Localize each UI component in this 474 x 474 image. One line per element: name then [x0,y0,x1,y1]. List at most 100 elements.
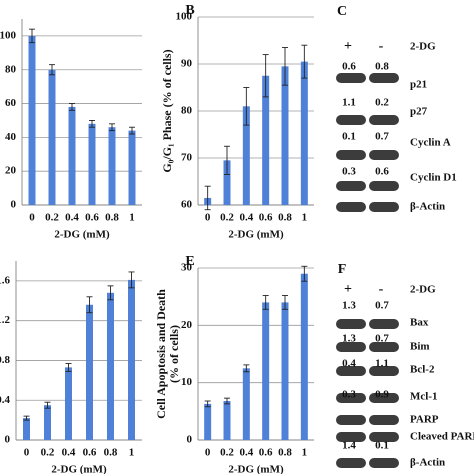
densitometry-value: 1.4 [342,440,356,452]
y-tick-label: 1.6 [0,274,11,286]
y-tick-label: 20 [181,319,193,331]
x-tick-label: 0.4 [239,447,253,459]
blot-band [369,415,399,425]
bar [223,160,231,205]
error-bar [243,364,250,373]
x-tick-label: 0.2 [45,212,59,224]
x-tick-label: 1 [302,447,308,459]
bar [242,106,250,205]
y-tick-label: 0.4 [0,394,11,406]
blot-band [336,415,366,425]
y-tick-label: 20 [5,165,17,177]
densitometry-value: 0.4 [342,358,356,370]
y-tick-label: 100 [0,29,17,41]
bar [128,130,136,205]
x-tick-label: 0.8 [278,212,292,224]
densitometry-value: 0.1 [375,440,389,452]
lane-label: - [379,39,384,54]
bar [23,418,30,440]
x-axis-label: 2-DG (mM) [54,229,110,241]
bar [300,61,308,206]
y-tick-label: 1.2 [0,314,11,326]
x-tick-label: 0 [205,212,211,224]
blot-band [369,432,399,442]
x-tick-label: 0.6 [259,447,273,459]
error-bar [129,126,135,135]
x-axis-label: 2-DG (mM) [228,229,284,241]
y-tick-label: 0 [5,434,11,446]
y-tick-label: 0.8 [0,354,11,366]
blot-band [369,342,399,352]
bar [300,273,308,440]
row-label: Cyclin A [410,137,451,149]
blot-band [336,319,366,329]
lane-label: - [379,282,384,297]
y-tick-label: 0 [11,199,17,211]
bar [68,106,76,205]
densitometry-value: 0.7 [375,131,389,143]
y-tick-label: 90 [181,58,193,70]
error-bar [262,295,269,310]
densitometry-value: 0.3 [342,389,356,401]
x-tick-label: 0.8 [278,447,292,459]
blot-band [336,150,366,160]
row-label: β-Actin [410,457,445,469]
error-bar [86,296,93,314]
densitometry-value: 0.7 [375,300,389,312]
x-tick-label: 0.2 [41,447,55,459]
bar [86,304,93,440]
densitometry-value: 0.3 [342,166,356,178]
y-tick-label: 80 [5,63,17,75]
row-label: Bax [410,317,429,329]
row-label: Mcl-1 [410,391,437,403]
x-tick-label: 0 [24,447,30,459]
densitometry-value: 0.1 [342,131,356,143]
row-label: β-Actin [410,201,445,213]
x-tick-label: 0.2 [220,212,234,224]
bar [48,69,56,206]
y-tick-label: 30 [181,262,193,274]
blot-band [369,319,399,329]
error-bar [282,295,288,310]
densitometry-value: 0.6 [375,166,389,178]
x-tick-label: 0.4 [239,212,253,224]
treatment-label: 2-DG [410,284,436,296]
panel-label: F [338,262,347,277]
error-bar [243,87,250,126]
y-tick-label: 60 [181,199,193,211]
blot-band [336,432,366,442]
error-bar [128,271,135,289]
y-tick-label: 40 [5,131,17,143]
x-tick-label: 0 [29,212,35,224]
bar [107,292,114,440]
blot-band [369,393,399,403]
row-label: p21 [410,79,427,91]
blot-band [336,366,366,376]
densitometry-value: 0.6 [342,61,356,73]
row-label: p27 [410,106,428,118]
error-bar [44,401,51,409]
error-bar [29,28,35,44]
y-tick-label: 70 [181,152,193,164]
lane-label: + [344,282,352,297]
row-label: Cyclin D1 [410,172,457,184]
error-bar [69,103,75,111]
blot-band [369,366,399,376]
bar [204,403,212,440]
bar [242,368,250,440]
x-tick-label: 0 [205,447,211,459]
x-tick-label: 0.8 [104,447,118,459]
x-axis-label: 2-DG (mM) [51,464,107,474]
densitometry-value: 0.7 [375,333,389,345]
error-bar [204,185,211,211]
y-tick-label: 10 [181,376,193,388]
y-axis-label: (% of cells) [167,325,181,383]
error-bar [107,285,114,301]
blot-band [336,458,366,468]
blot-band [336,73,366,83]
x-tick-label: 1 [302,212,308,224]
bar [262,302,270,440]
densitometry-value: 0.9 [375,389,389,401]
error-bar [301,44,308,79]
densitometry-value: 0.2 [375,97,389,109]
